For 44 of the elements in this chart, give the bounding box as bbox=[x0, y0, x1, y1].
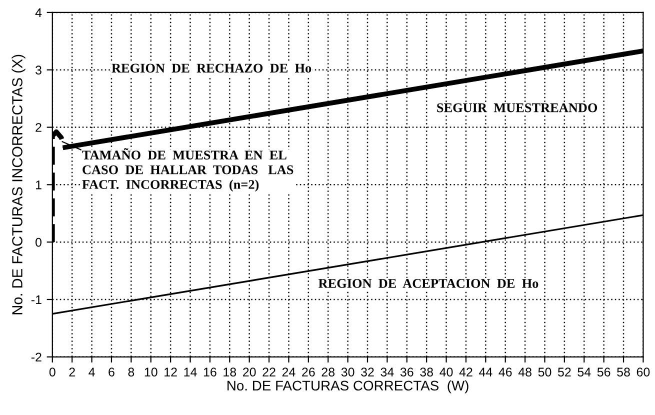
x-tick-label: 58 bbox=[617, 368, 630, 376]
x-tick-label: 22 bbox=[262, 368, 276, 376]
x-tick-label: 6 bbox=[108, 368, 114, 376]
x-tick-label: 46 bbox=[498, 368, 512, 376]
y-tick-label: -2 bbox=[31, 352, 42, 362]
y-tick-label: 3 bbox=[36, 66, 42, 75]
x-tick-label: 0 bbox=[49, 368, 56, 376]
annotation: REGION DE ACEPTACION DE Ho bbox=[318, 279, 538, 288]
annotation: SEGUIR MUESTREANDO bbox=[437, 103, 598, 112]
x-tick-label: 38 bbox=[420, 368, 433, 376]
x-tick-label: 18 bbox=[224, 368, 236, 376]
annotation: TAMAÑO DE MUESTRA EN EL CASO DE HALLAR TODAS LAS FACT. INCORRECTAS (n=2) bbox=[82, 148, 294, 192]
x-tick-label: 16 bbox=[204, 368, 216, 376]
x-tick-label: 20 bbox=[243, 368, 256, 376]
x-tick-label: 12 bbox=[164, 368, 177, 376]
y-tick-label: 1 bbox=[36, 180, 42, 190]
x-tick-label: 60 bbox=[636, 368, 650, 376]
x-tick-label: 36 bbox=[400, 368, 414, 376]
x-tick-label: 28 bbox=[322, 368, 335, 376]
x-tick-label: 26 bbox=[302, 368, 315, 376]
y-tick-label: 2 bbox=[36, 123, 42, 132]
x-tick-label: 34 bbox=[380, 368, 394, 376]
x-tick-label: 24 bbox=[282, 368, 296, 376]
x-axis-title: No. DE FACTURAS CORRECTAS (W) bbox=[228, 380, 468, 394]
x-tick-label: 10 bbox=[144, 368, 158, 376]
x-tick-label: 40 bbox=[440, 368, 453, 376]
y-tick-label: 4 bbox=[35, 8, 42, 17]
x-tick-label: 8 bbox=[128, 368, 134, 376]
x-tick-label: 32 bbox=[361, 368, 374, 376]
x-tick-label: 14 bbox=[184, 368, 197, 376]
annotation: REGION DE RECHAZO DE Ho bbox=[112, 64, 312, 73]
x-tick-label: 42 bbox=[459, 368, 472, 376]
y-tick-label: -1 bbox=[31, 295, 42, 304]
x-tick-label: 50 bbox=[538, 368, 552, 376]
y-tick-label: 0 bbox=[36, 238, 42, 247]
x-tick-label: 54 bbox=[578, 368, 591, 376]
x-tick-label: 4 bbox=[88, 368, 95, 376]
x-tick-label: 48 bbox=[518, 368, 532, 376]
x-tick-label: 52 bbox=[558, 368, 571, 376]
y-axis-title: No. DE FACTURAS INCORRECTAS (X) bbox=[12, 54, 26, 314]
x-tick-label: 44 bbox=[478, 368, 492, 376]
x-tick-label: 2 bbox=[69, 368, 75, 376]
x-tick-label: 56 bbox=[597, 368, 610, 376]
x-tick-label: 30 bbox=[341, 368, 354, 376]
